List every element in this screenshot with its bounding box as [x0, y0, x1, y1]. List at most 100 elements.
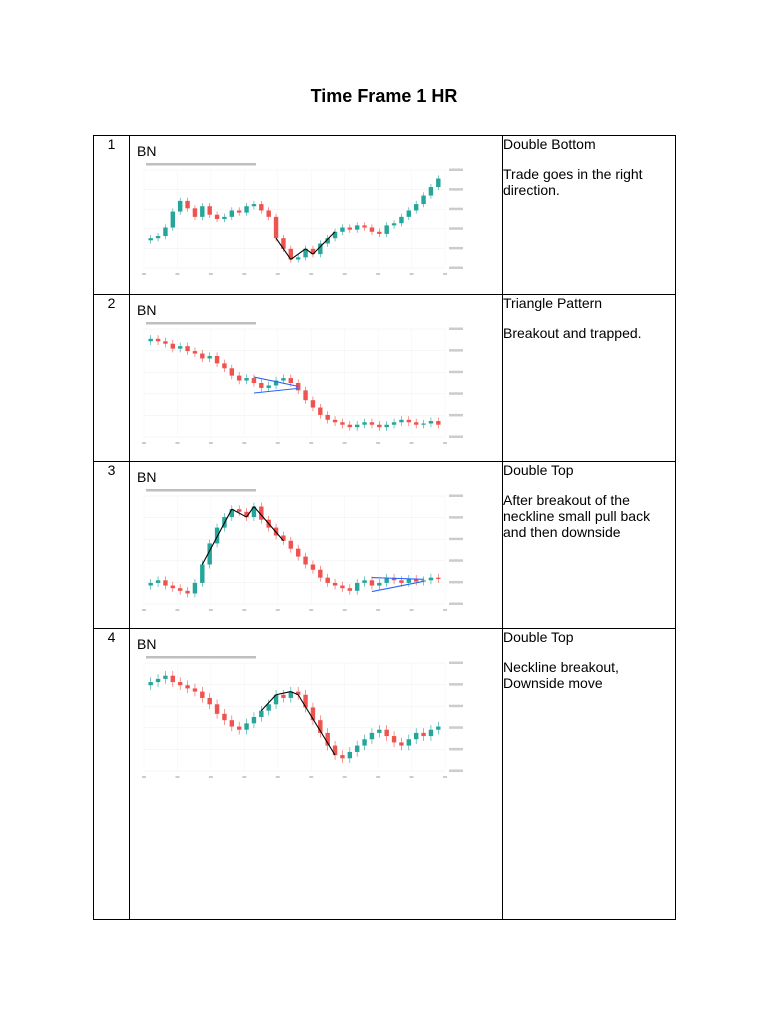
table-row: 2 BN Triangle Pattern Breakout and trapp…	[93, 294, 676, 462]
candle-body	[288, 540, 294, 549]
time-tick	[376, 273, 381, 275]
page-title: Time Frame 1 HR	[310, 86, 458, 106]
candle-body	[200, 353, 205, 359]
time-tick	[242, 609, 247, 611]
candle-body	[229, 720, 235, 727]
candle-body	[170, 343, 176, 349]
candle-body	[214, 214, 220, 219]
candle-body	[436, 726, 441, 730]
triangle-line	[371, 577, 424, 580]
candle-body	[244, 723, 249, 730]
candle-body	[251, 204, 257, 207]
candle-body	[177, 200, 183, 212]
candle-body	[259, 383, 264, 388]
candlestick-chart	[142, 489, 463, 611]
candle-body	[214, 704, 220, 714]
pattern-name: Double Top	[503, 462, 574, 478]
price-tick	[449, 246, 463, 250]
candle-body	[207, 697, 212, 705]
candle-body	[332, 419, 338, 423]
time-tick	[309, 609, 314, 611]
candle-body	[377, 582, 382, 586]
candle-body	[244, 378, 249, 381]
candlestick-chart	[142, 163, 463, 275]
candle-body	[384, 577, 389, 583]
price-tick	[449, 266, 463, 269]
candle-body	[362, 225, 367, 228]
candle-body	[428, 577, 434, 581]
instrument-label: BN	[137, 469, 157, 485]
candle-body	[369, 732, 375, 740]
price-tick	[449, 494, 463, 497]
candle-body	[325, 238, 330, 244]
chart-header	[146, 656, 256, 659]
candle-body	[377, 424, 382, 428]
time-tick	[309, 273, 314, 275]
candle-body	[325, 577, 330, 583]
candle-body	[399, 419, 404, 423]
price-tick	[449, 683, 463, 686]
triangle-line	[253, 376, 299, 387]
candle-body	[200, 691, 205, 698]
time-tick	[208, 442, 213, 444]
candle-body	[155, 236, 161, 239]
candle-body	[303, 556, 308, 565]
candle-body	[377, 729, 382, 733]
trend-line	[260, 694, 277, 712]
candle-body	[318, 243, 323, 255]
time-tick	[208, 609, 213, 611]
candle-body	[288, 691, 294, 698]
candle-body	[155, 678, 161, 683]
candle-body	[369, 422, 375, 425]
time-tick	[443, 609, 447, 611]
candle-body	[421, 580, 426, 582]
time-tick	[309, 442, 314, 444]
candle-body	[362, 739, 367, 746]
candle-body	[310, 400, 316, 408]
candle-body	[347, 227, 353, 230]
candle-body	[244, 206, 249, 213]
candle-body	[222, 713, 227, 721]
time-tick	[275, 776, 280, 778]
candle-body	[200, 206, 205, 217]
time-tick	[275, 442, 280, 444]
time-tick	[175, 776, 180, 778]
candle-body	[148, 682, 153, 686]
candle-body	[222, 216, 227, 219]
price-tick	[449, 516, 463, 519]
candle-body	[399, 216, 404, 224]
candle-body	[413, 732, 419, 740]
trend-line	[275, 691, 291, 696]
price-tick	[449, 349, 463, 352]
pattern-note: Neckline breakout, Downside move	[503, 659, 619, 691]
candle-body	[288, 378, 294, 383]
candle-body	[325, 414, 330, 420]
time-tick	[242, 442, 247, 444]
time-tick	[342, 776, 347, 778]
pattern-name: Double Top	[503, 629, 574, 645]
candle-body	[177, 682, 183, 686]
price-tick	[449, 413, 463, 417]
description-cell: Double Bottom Trade goes in the right di…	[502, 135, 676, 295]
candle-body	[340, 585, 345, 589]
candle-body	[428, 421, 434, 424]
candle-body	[177, 588, 183, 591]
time-tick	[142, 442, 146, 444]
candle-body	[214, 356, 220, 364]
candle-body	[244, 511, 249, 518]
time-tick	[443, 442, 447, 444]
candle-body	[295, 691, 301, 695]
description-cell: Triangle Pattern Breakout and trapped.	[502, 294, 676, 462]
time-tick	[175, 442, 180, 444]
candle-body	[251, 717, 257, 724]
candle-body	[236, 726, 242, 730]
time-tick	[208, 273, 213, 275]
candle-body	[347, 588, 353, 591]
candle-body	[303, 248, 308, 258]
price-tick	[449, 769, 463, 772]
time-tick	[409, 442, 414, 444]
candle-body	[192, 351, 198, 354]
table-row: 4 BN Double Top Neckline breakout, Downs…	[93, 628, 676, 920]
candle-body	[222, 363, 227, 369]
chart-cell: BN	[129, 461, 503, 629]
